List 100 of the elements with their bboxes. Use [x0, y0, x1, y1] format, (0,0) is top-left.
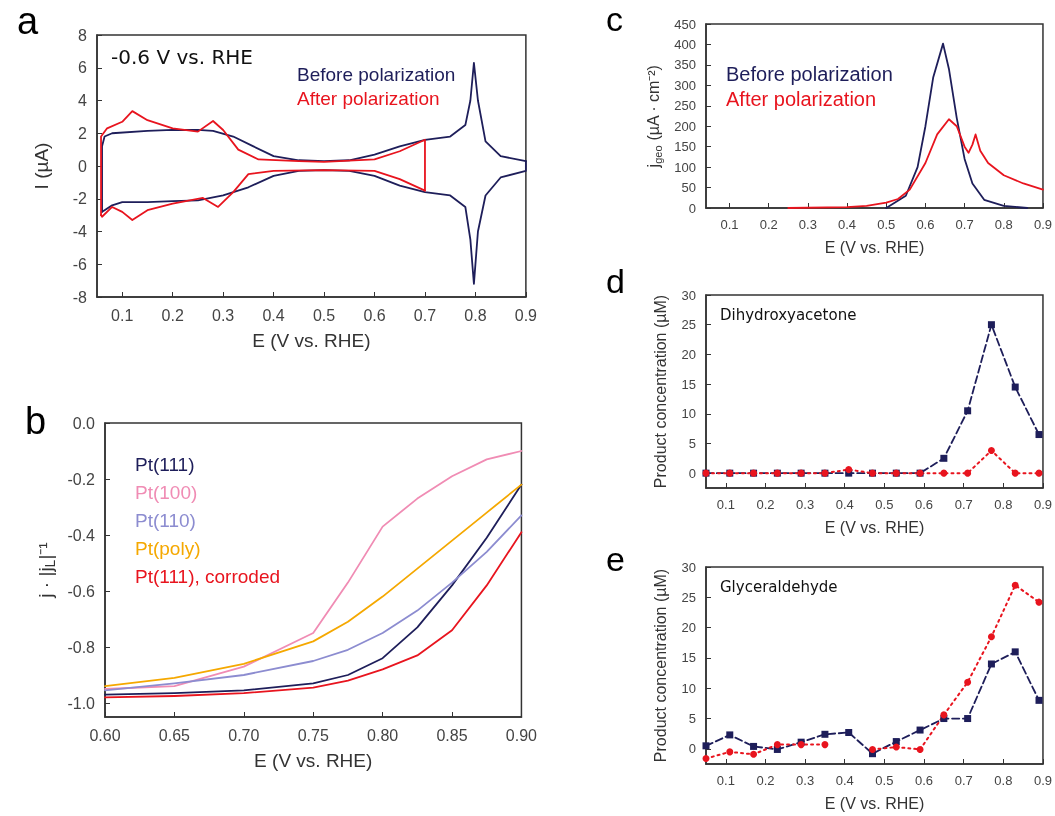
x-tick-label: 0.7: [955, 217, 974, 232]
chart-title: b: [25, 400, 47, 442]
y-tick-label: 0.0: [72, 414, 96, 432]
y-tick-label: 30: [681, 559, 696, 575]
chart-title: e: [606, 540, 625, 578]
x-tick-label: 0.7: [954, 773, 973, 788]
x-tick-label: 0.9: [1033, 497, 1052, 512]
y-tick-label: 10: [681, 406, 696, 422]
x-tick-label: 0.3: [796, 497, 815, 512]
x-tick-label: 0.60: [89, 726, 121, 744]
x-axis-title: E (V vs. RHE): [252, 330, 371, 351]
x-tick-label: 0.5: [312, 306, 336, 324]
y-tick-label: 250: [674, 98, 696, 114]
y-tick-label: 2: [78, 124, 88, 142]
chart-title: c: [606, 0, 623, 38]
y-tick-label: 15: [681, 650, 696, 666]
y-tick-label: 0: [78, 157, 88, 175]
y-tick-label: 20: [681, 620, 696, 636]
y-tick-label: 8: [78, 26, 88, 44]
y-tick-label: 6: [78, 59, 88, 77]
x-tick-label: 0.3: [798, 217, 817, 232]
x-tick-label: 0.75: [297, 726, 329, 744]
y-tick-label: 5: [688, 435, 696, 451]
y-tick-label: -8: [72, 288, 88, 306]
x-tick-label: 0.7: [413, 306, 437, 324]
x-tick-label: 0.2: [756, 497, 775, 512]
x-tick-label: 0.8: [994, 217, 1013, 232]
x-tick-label: 0.4: [835, 497, 854, 512]
y-tick-label: 200: [674, 118, 696, 134]
x-tick-label: 0.1: [716, 497, 735, 512]
x-tick-label: 0.8: [464, 306, 487, 324]
y-tick-label: -0.6: [67, 582, 96, 600]
x-tick-label: 0.70: [228, 726, 260, 744]
text: Pt(111), corroded: [135, 566, 281, 587]
y-tick-label: 30: [681, 287, 696, 303]
x-tick-label: 0.9: [514, 306, 538, 324]
y-tick-label: 50: [681, 180, 696, 196]
x-tick-label: 0.90: [505, 726, 538, 744]
y-tick-label: -1.0: [67, 694, 96, 712]
y-axis-title: I (µA): [31, 142, 53, 190]
y-tick-label: -4: [72, 223, 88, 240]
x-tick-label: 0.5: [875, 773, 894, 788]
x-tick-label: 0.2: [756, 773, 775, 788]
x-tick-label: 0.6: [915, 773, 934, 788]
y-tick-label: 15: [681, 376, 696, 392]
y-tick-label: 100: [674, 159, 696, 175]
y-tick-label: 20: [681, 346, 696, 362]
series-label: After polarization: [297, 88, 440, 109]
y-tick-label: 150: [674, 139, 696, 155]
x-tick-label: 0.2: [759, 217, 778, 232]
x-tick-label: 0.8: [994, 497, 1013, 512]
text: After polarization: [726, 88, 877, 110]
chart-title: d: [606, 262, 625, 300]
x-tick-label: 0.80: [367, 726, 399, 744]
y-axis-title: jgeo (µA · cm⁻²): [645, 65, 664, 169]
x-tick-label: 0.4: [838, 217, 857, 232]
x-tick-label: 0.6: [363, 306, 386, 324]
y-tick-label: 5: [688, 711, 696, 727]
y-tick-label: 25: [681, 589, 696, 605]
y-tick-label: -0.4: [67, 526, 96, 544]
x-tick-label: 0.1: [111, 306, 134, 324]
y-tick-label: 450: [674, 16, 696, 32]
y-tick-label: 0: [688, 465, 696, 481]
x-tick-label: 0.4: [262, 306, 285, 324]
x-tick-label: 0.85: [436, 726, 468, 744]
y-tick-label: 10: [681, 680, 696, 696]
x-tick-label: 0.8: [994, 773, 1013, 788]
x-tick-label: 0.3: [796, 773, 815, 788]
text: Pt(poly): [135, 538, 201, 559]
annotation: Glyceraldehyde: [720, 577, 838, 596]
annotation: -0.6 V vs. RHE: [111, 45, 253, 69]
y-axis-title: Product concentration (µM): [651, 294, 669, 489]
x-tick-label: 0.65: [158, 726, 191, 744]
x-tick-label: 0.5: [877, 217, 896, 232]
x-tick-label: 0.3: [212, 306, 235, 324]
x-tick-label: 0.9: [1033, 217, 1052, 232]
y-tick-label: 300: [674, 77, 696, 93]
series-label: Before polarization: [726, 63, 893, 85]
x-tick-label: 0.2: [161, 306, 184, 324]
x-tick-label: 0.5: [875, 497, 894, 512]
y-tick-label: 25: [681, 317, 696, 333]
y-tick-label: 400: [674, 36, 696, 52]
y-axis-title: j · |jL|⁻¹: [35, 542, 58, 599]
annotation: Dihydroxyacetone: [720, 305, 857, 324]
x-tick-label: 0.4: [835, 773, 854, 788]
y-tick-label: -0.2: [67, 470, 96, 488]
x-axis-title: E (V vs. RHE): [824, 518, 925, 536]
y-tick-label: 0: [688, 741, 696, 757]
text: Pt(110): [135, 510, 196, 531]
y-tick-label: -6: [72, 255, 88, 273]
text: Pt(100): [135, 482, 198, 503]
series-label: Before polarization: [297, 64, 456, 85]
x-tick-label: 0.9: [1033, 773, 1052, 788]
x-tick-label: 0.1: [716, 773, 735, 788]
x-tick-label: 0.6: [916, 217, 935, 232]
y-axis-title: Product concentration (µM): [651, 568, 669, 763]
y-tick-label: 4: [78, 92, 88, 109]
x-tick-label: 0.7: [954, 497, 973, 512]
x-axis-title: E (V vs. RHE): [254, 750, 373, 771]
y-tick-label: 0: [688, 200, 696, 216]
